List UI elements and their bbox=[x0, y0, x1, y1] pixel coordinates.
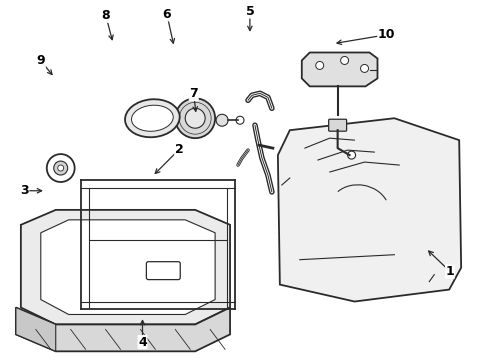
Circle shape bbox=[58, 165, 64, 171]
FancyBboxPatch shape bbox=[147, 262, 180, 280]
Polygon shape bbox=[21, 210, 230, 324]
Circle shape bbox=[47, 154, 74, 182]
Text: 8: 8 bbox=[101, 9, 110, 22]
Text: 10: 10 bbox=[378, 28, 395, 41]
Circle shape bbox=[175, 98, 215, 138]
FancyBboxPatch shape bbox=[329, 119, 346, 131]
Ellipse shape bbox=[131, 105, 173, 131]
Text: 2: 2 bbox=[175, 143, 183, 156]
Text: 3: 3 bbox=[20, 184, 29, 197]
Text: 7: 7 bbox=[189, 87, 198, 100]
Circle shape bbox=[347, 151, 356, 159]
Polygon shape bbox=[16, 307, 230, 351]
Polygon shape bbox=[16, 307, 56, 351]
Polygon shape bbox=[302, 53, 377, 86]
Text: 5: 5 bbox=[245, 5, 254, 18]
Circle shape bbox=[216, 114, 228, 126]
Circle shape bbox=[236, 116, 244, 124]
Text: 6: 6 bbox=[163, 8, 171, 21]
Text: 9: 9 bbox=[37, 54, 45, 67]
Ellipse shape bbox=[125, 99, 180, 137]
Polygon shape bbox=[278, 118, 461, 302]
Text: 1: 1 bbox=[445, 265, 454, 278]
Circle shape bbox=[316, 62, 324, 69]
Circle shape bbox=[54, 161, 68, 175]
Circle shape bbox=[361, 64, 368, 72]
Polygon shape bbox=[41, 220, 215, 315]
Circle shape bbox=[341, 57, 348, 64]
Circle shape bbox=[185, 108, 205, 128]
Text: 4: 4 bbox=[138, 336, 147, 348]
